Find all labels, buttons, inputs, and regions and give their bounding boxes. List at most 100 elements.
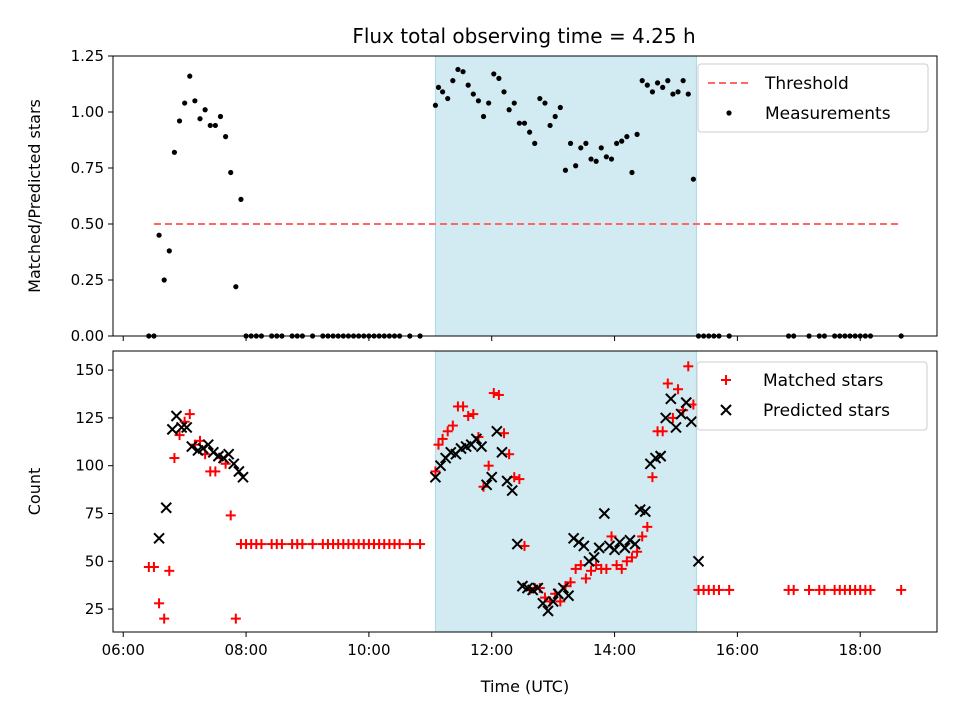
measurement-point <box>156 232 162 238</box>
measurement-point <box>527 129 533 135</box>
matched-star-point <box>683 361 694 372</box>
matched-star-point <box>447 420 458 431</box>
measurement-point <box>238 196 244 202</box>
predicted-star-point <box>233 465 245 478</box>
bottom-y-axis-label: Count <box>25 468 44 516</box>
x-axis-label: Time (UTC) <box>480 677 569 696</box>
measurement-point <box>634 131 640 137</box>
measurement-point <box>233 284 239 290</box>
x-tick-label: 12:00 <box>470 641 513 659</box>
matched-star-point <box>230 613 241 624</box>
measurement-point <box>665 78 671 84</box>
measurement-point <box>654 80 661 86</box>
legend-box <box>696 361 928 431</box>
bottom-legend: Matched stars Predicted stars <box>696 361 928 431</box>
top-axes-frame <box>112 55 938 337</box>
measurement-point <box>440 89 446 95</box>
predicted-star-point <box>670 421 682 434</box>
matched-star-point <box>616 563 627 574</box>
predicted-star-point <box>180 421 193 434</box>
measurement-point <box>639 78 645 84</box>
matched-star-point <box>493 389 504 400</box>
y-tick-label: 150 <box>75 361 104 379</box>
measurement-point <box>521 120 528 126</box>
matched-star-point <box>174 430 185 441</box>
matched-star-point <box>225 510 236 521</box>
legend-matched-swatch <box>721 375 731 385</box>
matched-star-point <box>437 433 448 444</box>
y-tick-label: 0.75 <box>71 159 104 177</box>
predicted-star-point <box>680 396 692 409</box>
measurement-point <box>187 73 193 79</box>
matched-star-point <box>504 449 515 460</box>
y-tick-label: 0.00 <box>71 327 104 345</box>
matched-star-point <box>458 401 469 412</box>
matched-star-point <box>586 565 597 576</box>
predicted-star-point <box>470 433 483 445</box>
measurement-point <box>501 89 507 95</box>
legend-predicted-label: Predicted stars <box>763 401 890 421</box>
legend-measurements-swatch <box>726 110 732 116</box>
measurement-point <box>660 84 666 90</box>
predicted-star-point <box>160 502 172 514</box>
top-panel: 0.00 0.25 0.50 0.75 1.00 1.25 Matched/Predict… <box>25 47 938 345</box>
matched-star-point <box>415 539 426 550</box>
measurement-point <box>445 95 451 102</box>
matched-star-point <box>519 540 530 551</box>
predicted-star-point <box>475 440 488 453</box>
measurement-point <box>470 91 476 97</box>
predicted-star-point <box>222 448 235 460</box>
matched-star-point <box>713 584 724 595</box>
x-tick-label: 18:00 <box>839 641 882 659</box>
predicted-star-point <box>629 538 641 550</box>
matched-star-point <box>804 584 815 595</box>
matched-star-point <box>184 409 195 420</box>
predicted-star-point <box>506 484 518 497</box>
measurement-point <box>649 89 656 95</box>
measurement-point <box>511 100 517 106</box>
predicted-star-point <box>547 595 559 608</box>
predicted-star-point <box>562 589 575 602</box>
matched-star-point <box>565 577 576 588</box>
predicted-star-point <box>542 605 554 617</box>
predicted-star-point <box>202 438 214 451</box>
predicted-star-point <box>692 555 705 567</box>
predicted-star-point <box>480 479 493 491</box>
measurement-point <box>619 138 625 144</box>
predicted-star-point <box>501 475 513 487</box>
matched-star-point <box>673 384 684 395</box>
matched-star-point <box>865 584 876 595</box>
matched-star-point <box>488 388 499 399</box>
predicted-star-point <box>537 597 549 610</box>
predicted-star-point <box>486 471 498 483</box>
measurement-point <box>161 277 167 283</box>
measurement-point <box>624 134 630 140</box>
measurement-point <box>450 78 456 84</box>
legend-measurements-label: Measurements <box>765 104 891 124</box>
predicted-star-point <box>578 540 590 552</box>
predicted-star-point <box>153 532 165 545</box>
measurement-point <box>212 122 218 129</box>
top-y-axis: 0.00 0.25 0.50 0.75 1.00 1.25 <box>71 47 113 345</box>
matched-star-point <box>657 426 668 437</box>
bottom-x-axis: 06:00 08:00 10:00 12:00 14:00 16:00 18:00 <box>102 632 882 659</box>
measurement-point <box>675 89 681 95</box>
predicted-star-point <box>175 421 188 434</box>
measurement-point <box>192 98 198 104</box>
matched-star-point <box>632 546 643 557</box>
matched-star-point <box>442 426 453 437</box>
bottom-panel: 25 50 75 100 125 150 06:00 08:00 10:00 12:00 14:0… <box>25 350 938 696</box>
chart-title: Flux total observing time = 4.25 h <box>352 24 695 48</box>
measurement-point <box>537 95 543 102</box>
measurement-point <box>603 154 609 160</box>
measurement-point <box>562 167 569 173</box>
measurement-point <box>491 71 497 77</box>
predicted-star-point <box>434 459 447 472</box>
measurement-point <box>567 140 574 146</box>
predicted-star-point <box>491 425 503 437</box>
matched-star-point <box>256 539 267 550</box>
matched-star-point <box>394 539 405 550</box>
measurement-point <box>455 66 461 73</box>
x-tick-label: 10:00 <box>347 641 390 659</box>
